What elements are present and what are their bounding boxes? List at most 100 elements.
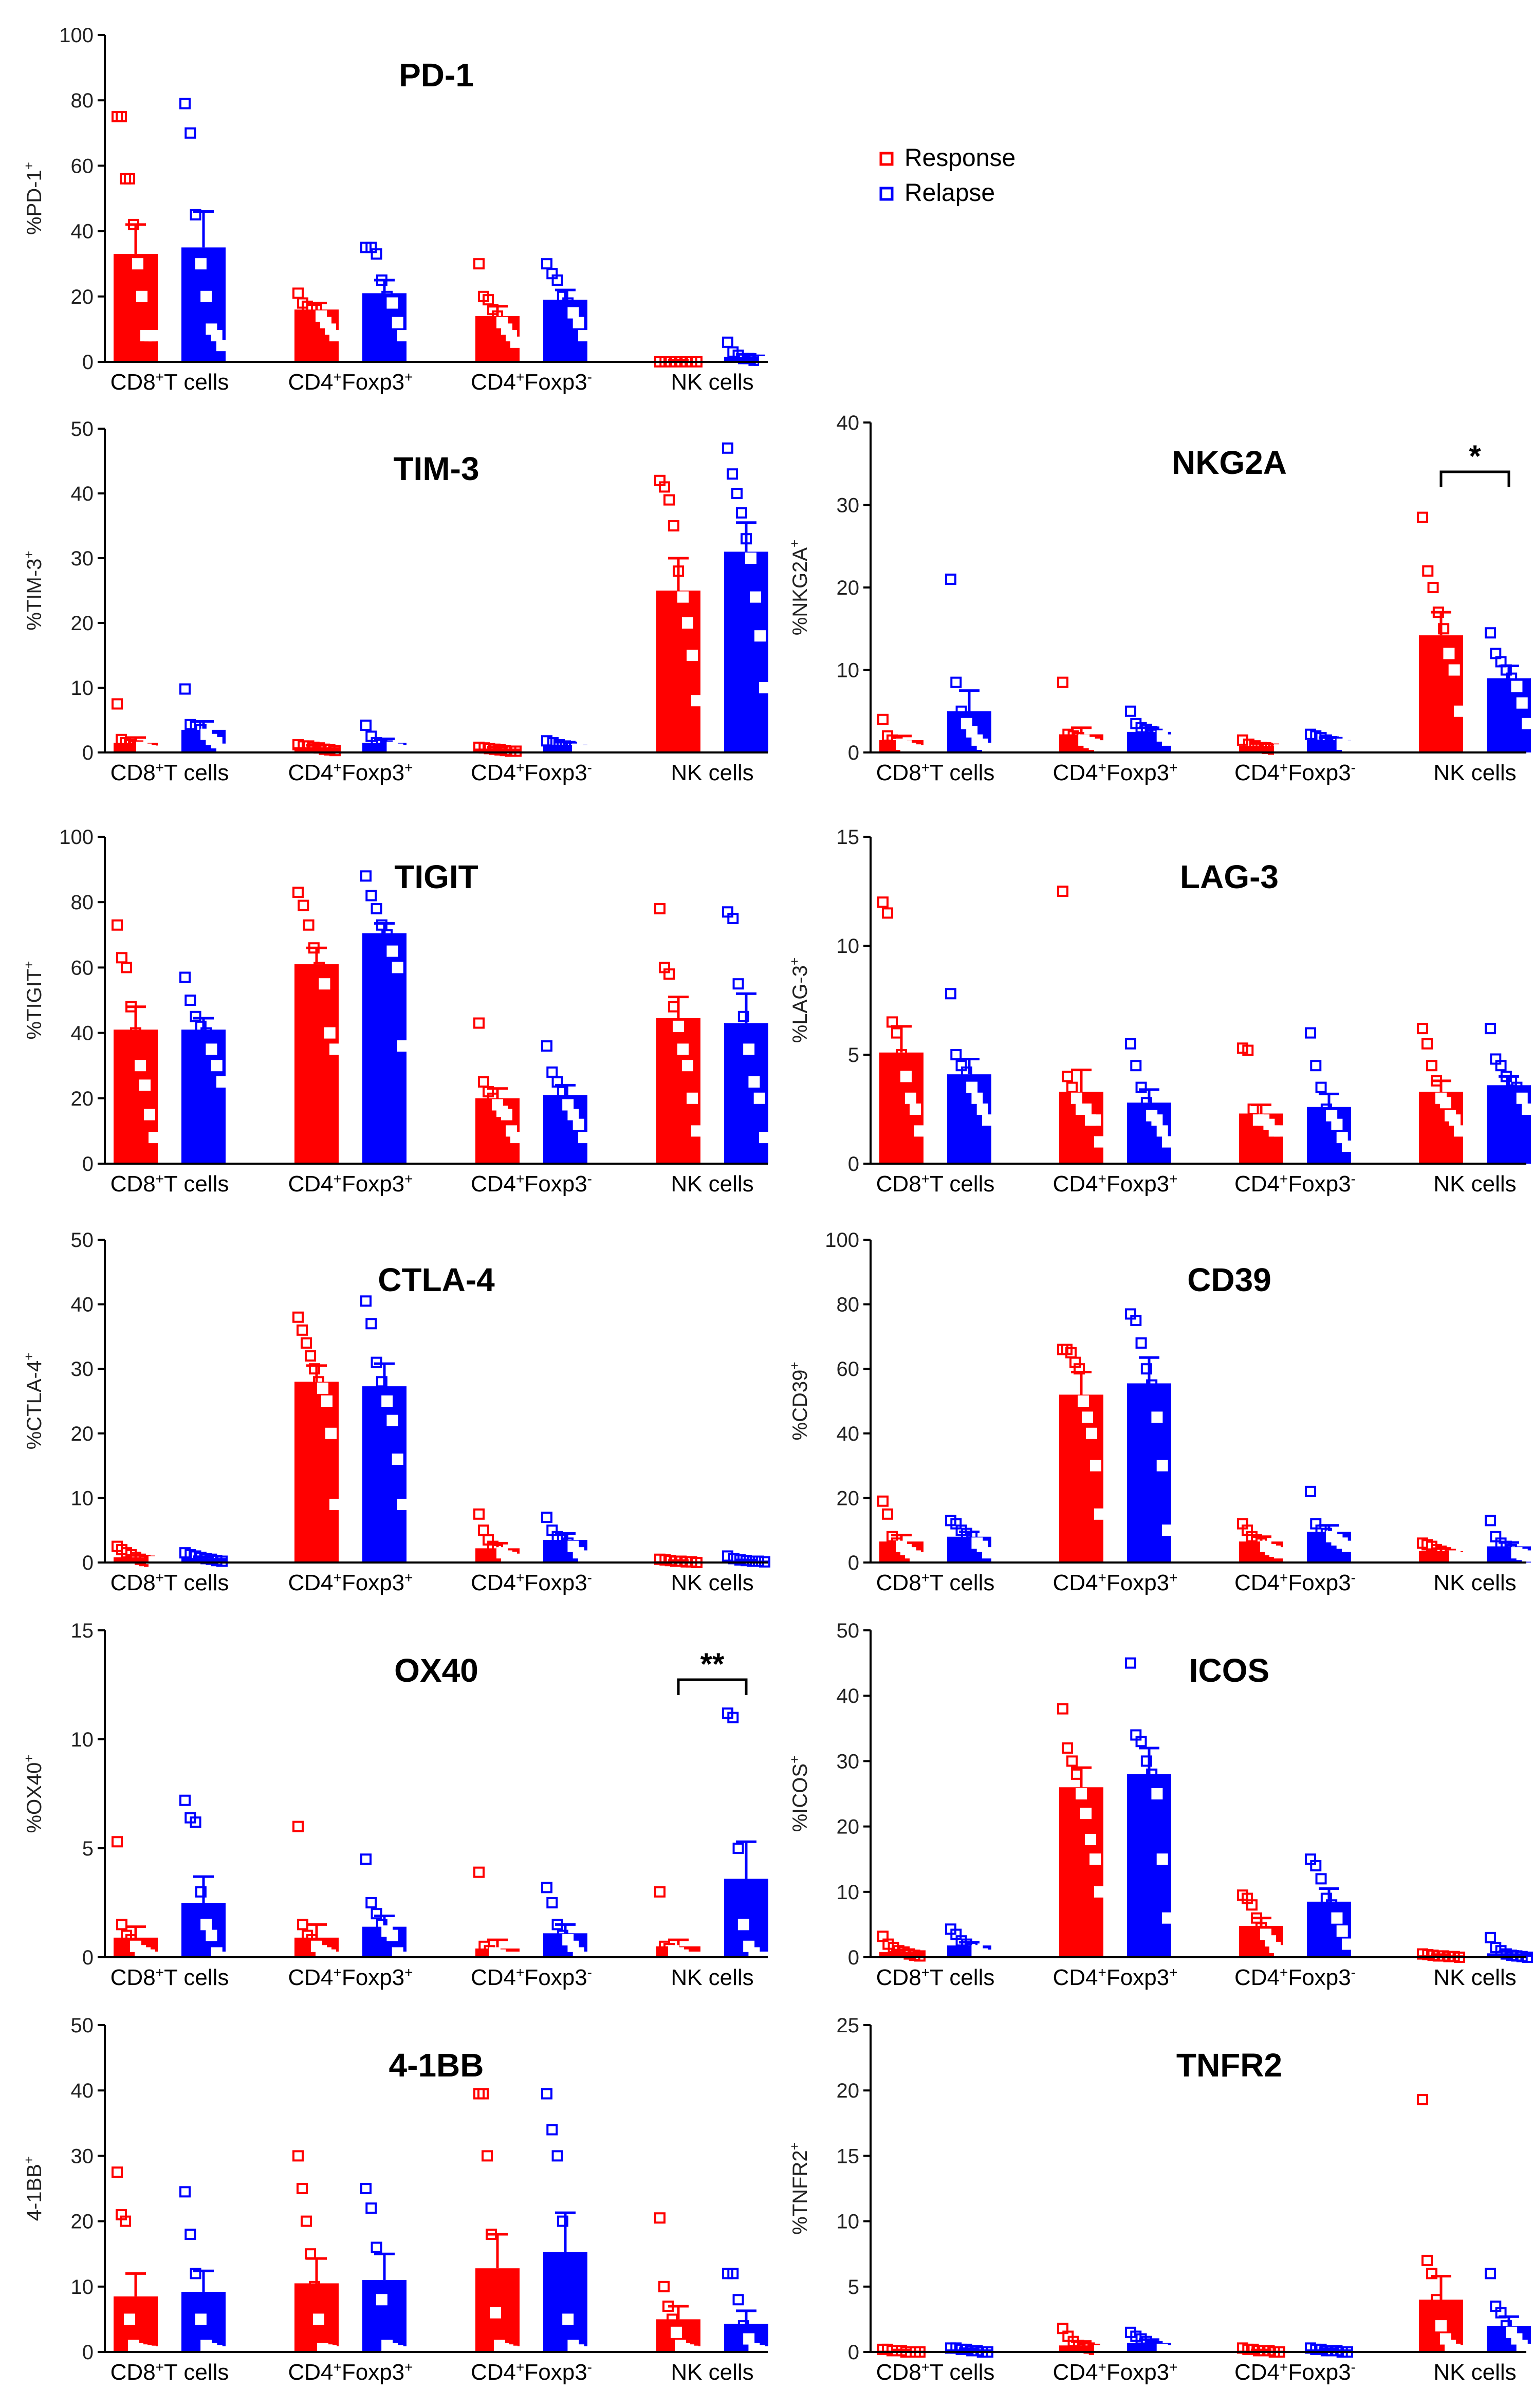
data-point-response [305, 2248, 316, 2260]
x-group-label: NK cells [671, 1171, 753, 1197]
data-point-response [1062, 1071, 1073, 1082]
legend-relapse-label: Relapse [904, 179, 995, 207]
data-point-relapse [386, 297, 398, 309]
data-point-response [910, 1104, 921, 1115]
bar-relapse-group-1 [181, 1558, 226, 1563]
chart-title: CD39 [1187, 1261, 1271, 1298]
data-point-relapse [1342, 1540, 1353, 1552]
data-point-relapse [753, 1092, 765, 1104]
x-group-label: CD4+Foxp3- [1234, 1964, 1356, 1991]
data-point-response [682, 617, 693, 629]
y-tick-label: 0 [848, 2341, 859, 2364]
x-group-label: NK cells [1433, 2360, 1516, 2385]
data-point-response [668, 1001, 679, 1013]
data-point-relapse [557, 2215, 568, 2227]
data-point-relapse [216, 1076, 228, 1088]
data-point-response [309, 2281, 320, 2292]
data-point-response [654, 903, 666, 914]
y-tick-label: 80 [837, 1294, 860, 1316]
y-tick-label: 0 [848, 1552, 859, 1574]
data-point-response [1076, 1788, 1087, 1799]
data-point-relapse [1331, 1118, 1343, 1130]
data-point-response [136, 290, 147, 302]
data-point-relapse [397, 745, 409, 757]
y-tick-label: 40 [837, 1685, 860, 1707]
data-point-relapse [179, 971, 191, 983]
data-point-relapse [1130, 1315, 1142, 1326]
data-point-response [1094, 1508, 1105, 1520]
data-point-relapse [1151, 1114, 1163, 1126]
data-point-response [298, 899, 309, 911]
data-point-response [1440, 1097, 1451, 1109]
data-point-relapse [200, 1919, 212, 1931]
data-point-relapse [1485, 1023, 1496, 1035]
data-point-response [877, 1495, 889, 1507]
data-point-relapse [184, 127, 196, 139]
data-point-response [121, 962, 132, 973]
significance-label: * [1469, 439, 1481, 473]
data-point-response [1246, 1899, 1258, 1911]
data-point-relapse [950, 676, 962, 688]
bar-response-group-3 [475, 748, 520, 752]
data-point-relapse [557, 1086, 568, 1098]
data-point-relapse [371, 903, 382, 914]
data-point-response [891, 1027, 902, 1039]
data-point-response [677, 1043, 689, 1055]
y-tick-label: 100 [59, 826, 94, 849]
data-point-relapse [551, 274, 563, 286]
data-point-relapse [360, 2183, 372, 2194]
data-point-relapse [1125, 1038, 1136, 1050]
y-tick-label: 20 [71, 2211, 94, 2233]
data-point-relapse [190, 2268, 201, 2280]
data-point-relapse [360, 1295, 372, 1307]
data-point-relapse [753, 1555, 764, 1567]
data-point-response [1454, 1552, 1465, 1564]
x-group-label: CD4+Foxp3- [471, 2359, 592, 2385]
data-point-relapse [376, 2294, 387, 2306]
panel-lag3: LAG-3 0 5 10 15 %LAG-3+ CD8+T cells CD4+Foxp3+ C… [787, 826, 1533, 1197]
data-point-relapse [727, 468, 738, 480]
y-tick-label: 10 [71, 1729, 94, 1751]
x-group-label: CD8+T cells [876, 2359, 995, 2385]
x-group-label: CD4+Foxp3- [1234, 760, 1356, 786]
data-point-relapse [747, 1555, 758, 1567]
data-point-response [149, 1132, 160, 1144]
data-point-relapse [216, 340, 228, 352]
data-point-response [1094, 1136, 1105, 1148]
y-tick-label: 5 [848, 2276, 859, 2299]
panel-tim3: TIM-3 0 10 20 30 40 50 %TIM-3+ CD8+T cells CD4+Fo… [21, 418, 770, 785]
bar-relapse-group-2 [362, 1386, 407, 1563]
data-point-response [1094, 740, 1105, 752]
bar-response-group-1 [114, 1030, 158, 1164]
y-tick-label: 0 [82, 1946, 94, 1969]
data-point-relapse [553, 739, 565, 750]
y-tick-label: 10 [71, 2276, 94, 2299]
x-group-label: CD4+Foxp3+ [1052, 1570, 1177, 1596]
data-point-response [112, 2166, 123, 2178]
y-axis-label: 4-1BB+ [21, 2156, 46, 2221]
data-point-response [486, 2229, 497, 2240]
y-axis-label: %TIGIT+ [21, 961, 46, 1040]
y-tick-label: 20 [837, 1816, 860, 1839]
data-point-response [477, 2088, 489, 2100]
data-point-relapse [211, 330, 223, 342]
data-point-response [501, 1109, 512, 1120]
data-point-relapse [200, 290, 212, 302]
data-point-response [1438, 623, 1450, 635]
panel-pd1: PD-1 0 20 40 60 80 100 %PD-1+ CD8+T cells CD4+Fox… [21, 24, 770, 395]
y-tick-label: 30 [71, 1358, 94, 1381]
data-point-relapse [741, 1555, 752, 1567]
data-point-response [128, 218, 139, 230]
data-point-relapse [541, 735, 552, 747]
data-point-relapse [386, 945, 398, 957]
data-point-relapse [1485, 1515, 1496, 1527]
data-point-response [313, 2313, 324, 2325]
y-tick-label: 60 [71, 957, 94, 979]
data-point-relapse [722, 1550, 733, 1562]
data-point-response [1071, 1092, 1082, 1104]
y-tick-label: 5 [848, 1044, 859, 1067]
data-point-relapse [376, 1376, 387, 1388]
data-point-relapse [1135, 1081, 1147, 1093]
data-point-response [313, 962, 325, 973]
data-point-response [1417, 1023, 1428, 1035]
